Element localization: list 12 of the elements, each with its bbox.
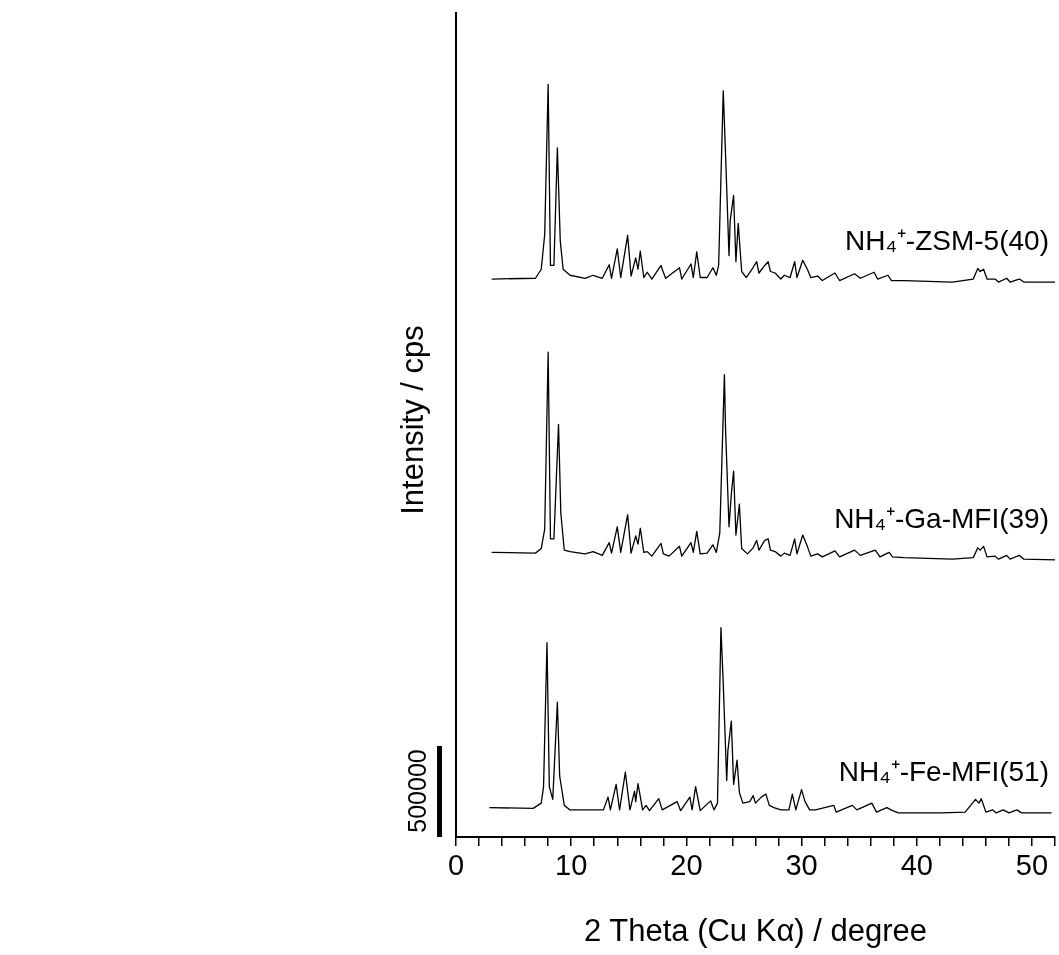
series-label: NH₄⁺-Ga-MFI(39)	[834, 502, 1049, 534]
x-tick-label: 30	[785, 849, 818, 882]
x-tick-label: 40	[900, 849, 933, 882]
x-tick-label: 50	[1015, 849, 1049, 882]
text: 500000	[402, 749, 431, 833]
x-tick-label: 10	[555, 849, 588, 882]
x-axis-title: 2 Theta (Cu Kα) / degree	[583, 912, 928, 948]
series-label: NH₄⁺-ZSM-5(40)	[845, 224, 1049, 256]
x-tick-label: 20	[670, 849, 703, 882]
y-axis-title: Intensity / cps	[394, 325, 430, 515]
x-tick-label: 0	[447, 849, 465, 882]
series-label: NH₄⁺-Fe-MFI(51)	[838, 755, 1049, 787]
